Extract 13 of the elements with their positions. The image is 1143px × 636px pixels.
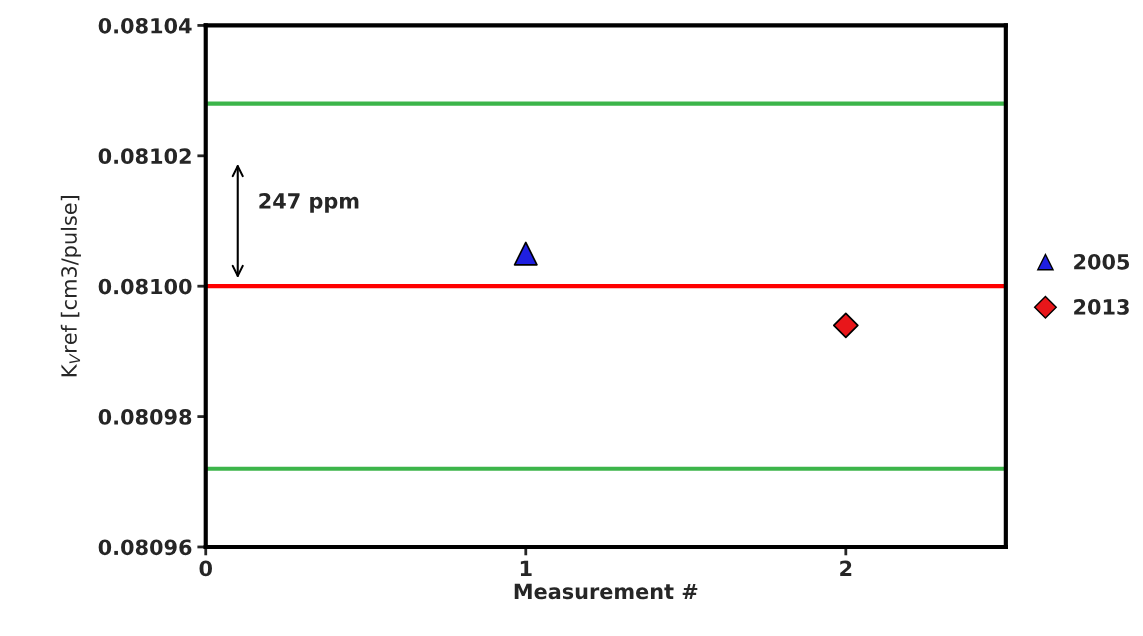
legend-label: 2013	[1074, 299, 1129, 315]
legend-label: 2005	[1074, 253, 1130, 270]
y-tick-label: 0.08104	[98, 17, 192, 34]
x-tick-label: 0	[199, 560, 212, 577]
y-axis-title: K$_{V}$ref [cm3/pulse]	[60, 196, 81, 377]
x-tick-label: 1	[520, 560, 532, 576]
y-tick-label: 0.08102	[98, 148, 191, 165]
x-tick-label: 2	[840, 560, 852, 576]
y-tick-label: 0.08100	[98, 278, 192, 295]
y-tick-label: 0.08098	[98, 409, 192, 425]
annotation: 247 ppm	[259, 193, 359, 213]
x-axis-title: Measurement #	[514, 583, 698, 600]
y-tick-label: 0.08096	[98, 539, 192, 556]
